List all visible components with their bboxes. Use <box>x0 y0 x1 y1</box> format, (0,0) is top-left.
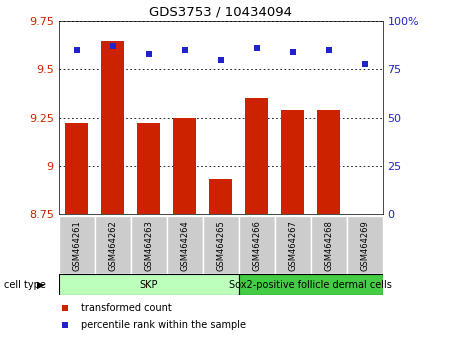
Bar <box>166 216 202 274</box>
Text: transformed count: transformed count <box>81 303 172 313</box>
Bar <box>173 118 196 214</box>
Point <box>109 44 116 49</box>
Text: GSM464266: GSM464266 <box>252 220 261 270</box>
Text: GSM464269: GSM464269 <box>360 220 369 270</box>
Bar <box>58 216 94 274</box>
Bar <box>202 216 238 274</box>
Point <box>217 57 224 63</box>
Bar <box>310 216 346 274</box>
Text: GSM464268: GSM464268 <box>324 220 333 270</box>
Bar <box>317 110 340 214</box>
Text: GSM464267: GSM464267 <box>288 220 297 270</box>
Point <box>61 322 68 327</box>
Bar <box>245 98 268 214</box>
Bar <box>101 40 124 214</box>
Bar <box>274 216 310 274</box>
Point <box>253 45 260 51</box>
Point <box>61 305 68 310</box>
Point <box>181 47 188 53</box>
Bar <box>281 110 304 214</box>
Text: GSM464261: GSM464261 <box>72 220 81 270</box>
Text: Sox2-positive follicle dermal cells: Sox2-positive follicle dermal cells <box>229 280 392 290</box>
Text: SKP: SKP <box>139 280 158 290</box>
Point <box>73 47 80 53</box>
Bar <box>137 124 160 214</box>
Point <box>145 51 152 57</box>
Text: ▶: ▶ <box>37 280 45 290</box>
Bar <box>238 274 382 295</box>
Bar <box>58 274 238 295</box>
Text: cell type: cell type <box>4 280 46 290</box>
Text: GSM464262: GSM464262 <box>108 220 117 270</box>
Text: GSM464264: GSM464264 <box>180 220 189 270</box>
Bar <box>346 216 382 274</box>
Point <box>325 47 332 53</box>
Text: GSM464263: GSM464263 <box>144 220 153 270</box>
Text: GSM464265: GSM464265 <box>216 220 225 270</box>
Bar <box>130 216 166 274</box>
Text: percentile rank within the sample: percentile rank within the sample <box>81 320 246 330</box>
Bar <box>65 124 88 214</box>
Point <box>289 49 296 55</box>
Title: GDS3753 / 10434094: GDS3753 / 10434094 <box>149 6 292 19</box>
Bar <box>238 216 274 274</box>
Bar <box>94 216 130 274</box>
Point <box>361 61 368 67</box>
Bar <box>209 179 232 214</box>
